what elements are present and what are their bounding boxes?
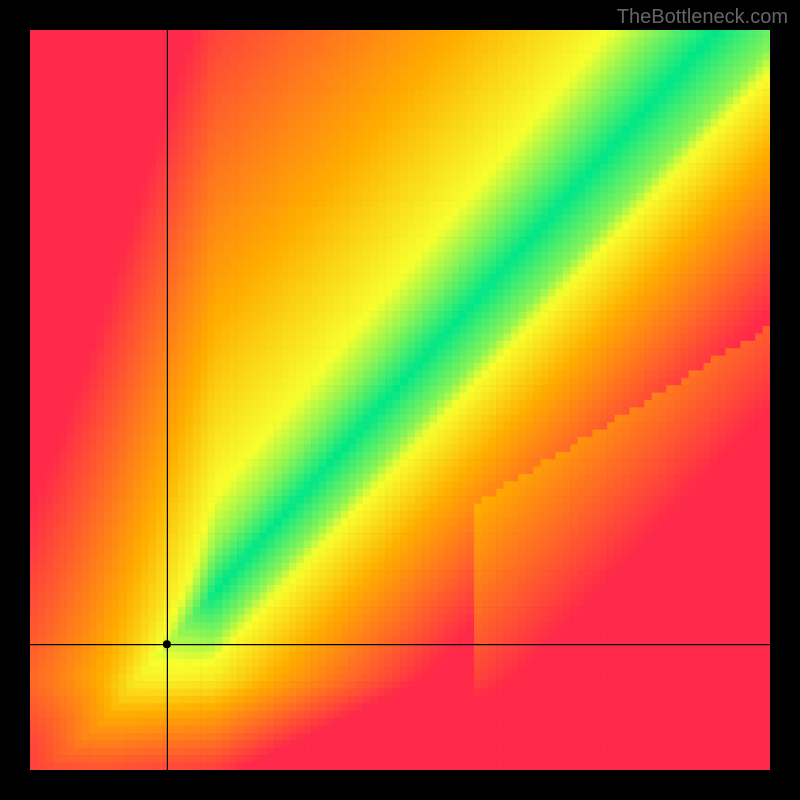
chart-container: TheBottleneck.com bbox=[0, 0, 800, 800]
heatmap-chart bbox=[30, 30, 770, 770]
heatmap-canvas bbox=[30, 30, 770, 770]
watermark-text: TheBottleneck.com bbox=[617, 6, 788, 29]
